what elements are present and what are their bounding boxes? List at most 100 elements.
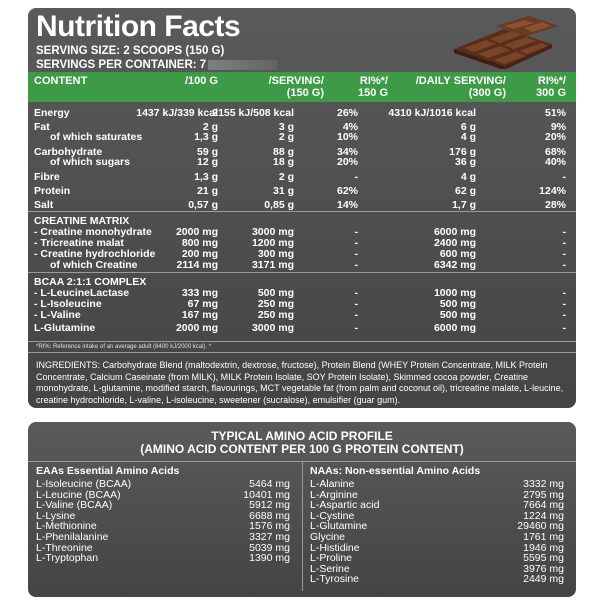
column-divider [302,461,303,591]
amino-value: 1224 mg [523,509,564,522]
amino-value: 5464 mg [249,478,290,490]
amino-name: L-Aspartic acid [310,499,380,512]
row-value: 59 g [196,146,218,158]
row-value: - [562,171,567,183]
row-value: - [562,237,567,249]
row-label: - Creatine monohydrate [34,226,152,238]
row-value: 1200 mg [251,237,294,249]
row-value: 3 g [278,121,294,133]
row-value: 0,85 g [264,199,294,211]
list-item: Glycine 1761 mg [310,532,564,543]
row-value: 21 g [196,185,218,197]
amino-value: 6688 mg [249,509,290,522]
list-item: L-Leucine (BCAA) 10401 mg [36,489,290,501]
amino-value: 1576 mg [249,520,290,533]
row-value: - [562,309,567,321]
row-label: Fat [34,121,50,133]
row-value: 18 g [272,156,294,168]
row-value: 1,3 g [194,171,218,183]
table-row: L-Glutamine 2000 mg 3000 mg - 6000 mg - [28,323,576,334]
header-ri1: RI%*/ [359,75,388,87]
row-value: 800 mg [181,237,218,249]
table-row: Salt 0,57 g 0,85 g 14% 1,7 g 28% [28,200,576,211]
row-value: 4% [342,121,358,133]
list-item: L-Threonine 5039 mg [36,542,290,554]
row-value: - [562,322,567,334]
amino-name: L-Alanine [310,478,355,490]
row-value: 3000 mg [251,322,294,334]
header-daily-size: (300 G) [468,87,506,99]
row-value: 4310 kJ/1016 kcal [388,107,476,119]
amino-name: L-Tyrosine [310,573,360,586]
row-value: 40% [544,156,566,168]
amino-acid-panel: TYPICAL AMINO ACID PROFILE (AMINO ACID C… [28,422,576,597]
list-item: L-Alanine 3332 mg [310,479,564,490]
amino-value: 2449 mg [523,573,564,586]
page-title: Nutrition Facts [36,10,241,43]
eaa-title: EAAs Essential Amino Acids [36,465,180,477]
row-value: - [562,248,567,260]
row-label: L-Glutamine [34,322,96,334]
row-label: BCAA 2:1:1 COMPLEX [34,276,147,288]
amino-value: 1761 mg [523,530,564,543]
amino-value: 1946 mg [523,541,564,554]
row-label: Protein [34,185,71,197]
header-per100: /100 G [184,75,218,87]
table-header: CONTENT /100 G /SERVING/ (150 G) RI%*/ 1… [28,72,576,102]
row-value: 2 g [202,121,218,133]
row-value: 0,57 g [188,199,218,211]
header-ri2-size: 300 G [536,87,566,99]
row-label: Salt [34,199,54,211]
row-value: - [562,298,567,310]
header-content: CONTENT [34,75,88,87]
row-label: of which sugars [50,156,130,168]
row-value: 500 mg [439,298,476,310]
row-value: 250 mg [257,298,294,310]
header-ri1-size: 150 G [358,87,388,99]
row-label: CREATINE MATRIX [34,215,130,227]
header-serving-size: (150 G) [286,87,324,99]
row-value: 20% [544,131,566,143]
list-item: L-Methionine 1576 mg [36,521,290,532]
row-value: 67 mg [187,298,218,310]
amino-name: L-Isoleucine (BCAA) [36,478,132,490]
table-row: of which saturates 1,3 g 2 g 10% 4 g 20% [28,132,576,143]
row-value: 500 mg [257,287,294,299]
amino-value: 5912 mg [249,499,290,512]
amino-name: L-Lysine [36,509,76,522]
row-value: 124% [539,185,566,197]
amino-name: L-Tryptophan [36,552,99,565]
table-row: - Tricreatine malat 800 mg 1200 mg - 2400 mg… [28,238,576,249]
table-row: - L-Valine 167 mg 250 mg - 500 mg - [28,310,576,321]
divider [28,272,576,273]
row-value: 31 g [272,185,294,197]
list-item: L-Histidine 1946 mg [310,541,564,554]
amino-name: L-Proline [310,552,353,565]
table-row: Fibre 1,3 g 2 g - 4 g - [28,172,576,183]
table-row: CREATINE MATRIX [28,216,576,227]
table-row: - Creatine monohydrate 2000 mg 3000 mg - 600… [28,227,576,238]
table-row: BCAA 2:1:1 COMPLEX [28,277,576,288]
amino-value: 29460 mg [517,520,564,533]
naa-list: L-Alanine 3332 mg L-Arginine 2795 mg L-Aspar… [310,479,564,585]
row-label: Energy [34,107,70,119]
table-row: - L-LeucineLactase 333 mg 500 mg - 1000 mg - [28,288,576,299]
ri-note: *RI%: Reference intake of an average adu… [36,344,212,350]
table-row: Carbohydrate 59 g 88 g 34% 176 g 68% [28,147,576,158]
list-item: L-Aspartic acid 7664 mg [310,500,564,511]
row-label: - Tricreatine malat [34,237,124,249]
amino-title: TYPICAL AMINO ACID PROFILE [211,429,393,443]
row-value: - [354,248,359,260]
row-value: 2155 kJ/508 kcal [212,107,294,119]
list-item: L-Phenilalanine 3327 mg [36,532,290,543]
eaa-list: L-Isoleucine (BCAA) 5464 mg L-Leucine (BCA… [36,479,290,564]
amino-value: 3976 mg [523,562,564,575]
row-value: 333 mg [181,287,218,299]
row-value: 51% [544,107,566,119]
row-label: of which saturates [50,131,143,143]
row-value: 9% [550,121,566,133]
naa-title: NAAs: Non-essential Amino Acids [310,465,481,477]
table-row: Protein 21 g 31 g 62% 62 g 124% [28,186,576,197]
row-value: 2 g [278,131,294,143]
row-value: 1,7 g [452,199,476,211]
